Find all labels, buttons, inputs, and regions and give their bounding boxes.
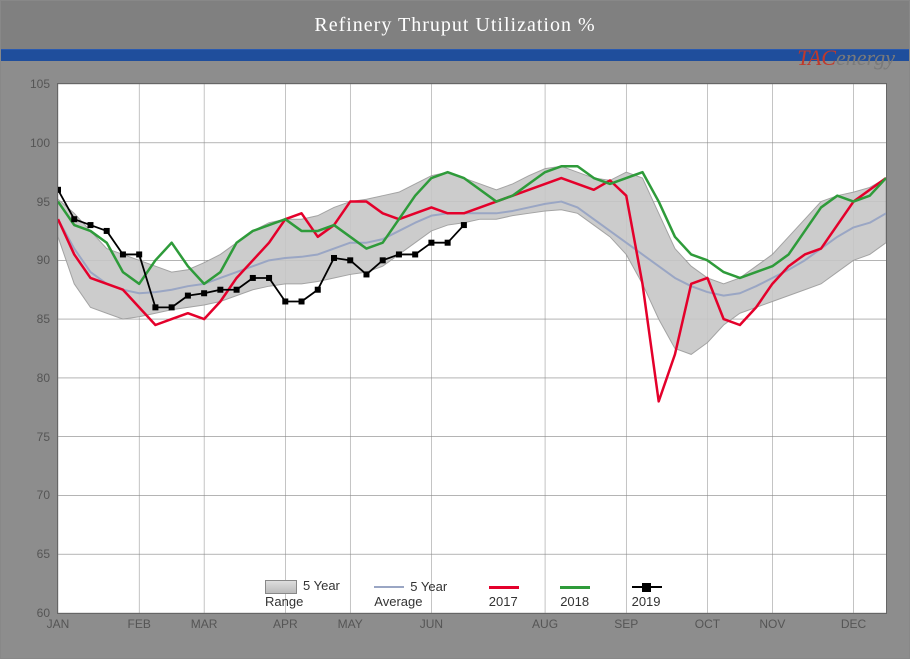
legend-range: 5 Year Range — [265, 578, 350, 609]
legend: 5 Year Range 5 Year Average 2017 2018 20… — [265, 578, 679, 609]
s2017-swatch — [489, 586, 519, 589]
legend-2017: 2017 — [489, 579, 536, 609]
brand-logo: TACenergy — [797, 45, 895, 71]
s2019-swatch — [632, 583, 662, 592]
chart-svg — [58, 84, 886, 613]
plot-wrap: 5 Year Range 5 Year Average 2017 2018 20… — [1, 61, 909, 658]
legend-2018-label: 2018 — [560, 594, 589, 609]
legend-2019-label: 2019 — [632, 594, 661, 609]
legend-2017-label: 2017 — [489, 594, 518, 609]
legend-2018: 2018 — [560, 579, 607, 609]
plot-area: 5 Year Range 5 Year Average 2017 2018 20… — [57, 83, 887, 614]
s2018-swatch — [560, 586, 590, 589]
chart-header: Refinery Thruput Utilization % — [1, 1, 909, 49]
legend-avg: 5 Year Average — [374, 579, 465, 609]
legend-2019: 2019 — [632, 579, 679, 609]
legend-avg-label: 5 Year Average — [374, 579, 447, 609]
chart-title: Refinery Thruput Utilization % — [314, 14, 595, 37]
chart-frame: Refinery Thruput Utilization % TACenergy… — [0, 0, 910, 659]
avg-swatch — [374, 586, 404, 588]
logo-energy: energy — [836, 45, 895, 70]
range-swatch — [265, 580, 297, 594]
logo-tac: TAC — [797, 45, 836, 70]
